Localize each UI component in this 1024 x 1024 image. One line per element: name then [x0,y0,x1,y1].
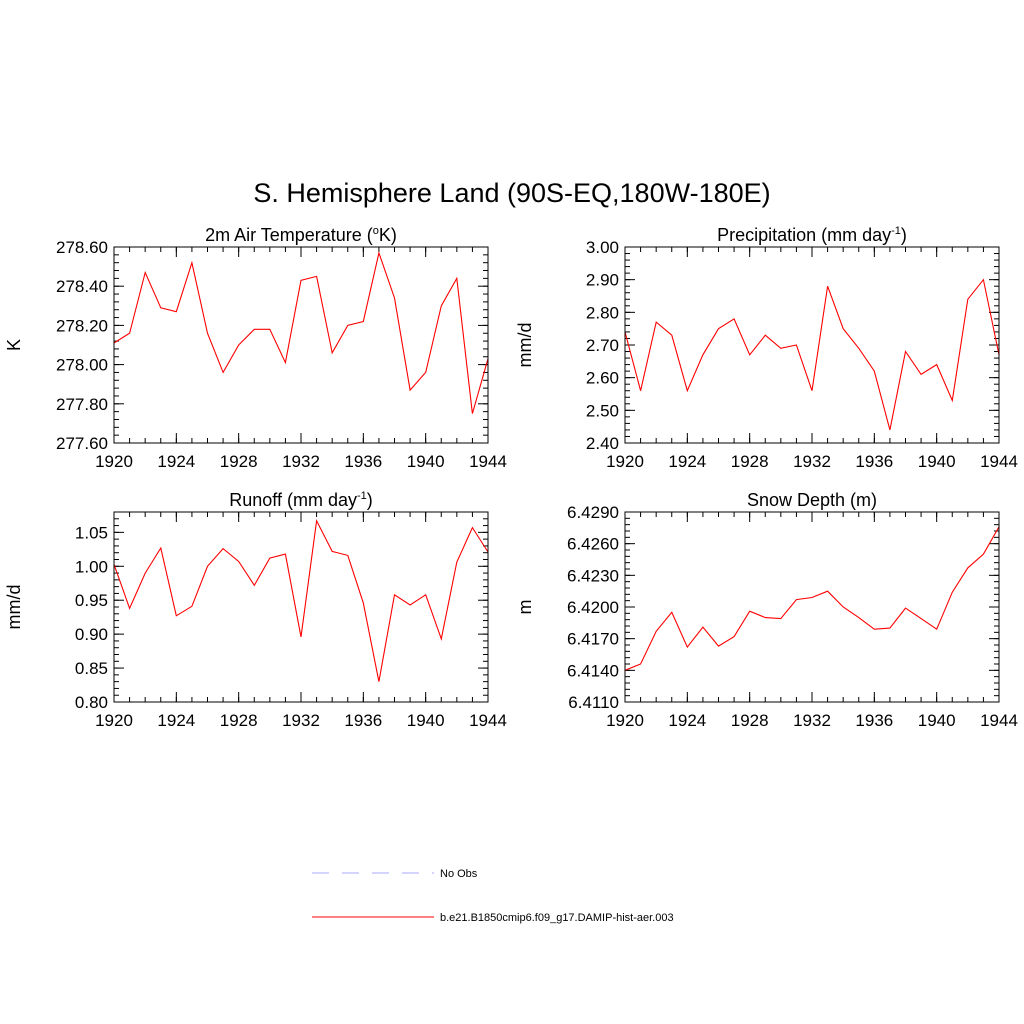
panel-3: Runoff (mm day-1) mm/d 1920 1924 1928 1932 193… [4,490,507,730]
y-tick-label: 2.90 [586,271,619,290]
y-axis-label: mm/d [515,323,535,368]
panel-title-after: ) [901,225,907,245]
x-tick-label: 1932 [282,711,320,730]
y-tick-label: 278.20 [56,316,108,335]
y-tick-label: 1.00 [75,557,108,576]
panel-title-text: 2m Air Temperature ( [205,225,373,245]
panel-4: Snow Depth (m) m 1920 1924 1928 1932 1936 1940 1… [515,490,1018,730]
legend-entry-1: No Obs [312,868,478,880]
x-tick-label: 1924 [157,711,195,730]
x-tick-label: 1920 [95,711,133,730]
panel-title-sup: -1 [357,490,367,502]
y-tick-label: 6.4200 [567,598,619,617]
x-tick-label: 1936 [344,452,382,471]
y-tick-label: 277.80 [56,395,108,414]
x-tick-label: 1928 [220,452,258,471]
panels-group: 2m Air Temperature (oK) K 1920 1924 1928 1932… [4,225,1018,730]
x-tick-label: 1924 [157,452,195,471]
y-tick-label: 6.4290 [567,503,619,522]
panel-title-text: Snow Depth (m) [747,490,877,510]
y-tick-label: 2.70 [586,336,619,355]
series-line [113,518,489,682]
x-tick-label: 1928 [731,452,769,471]
panel-title-text: Runoff (mm day [229,490,357,510]
y-tick-label: 0.95 [75,591,108,610]
x-tick-label: 1940 [407,711,445,730]
plot-frame [113,246,489,444]
panel-title-sup: o [373,225,379,237]
x-tick-label: 1940 [918,452,956,471]
panel-1: 2m Air Temperature (oK) K 1920 1924 1928 1932… [4,225,507,471]
y-tick-label: 3.00 [586,238,619,257]
panel-title-after: ) [367,490,373,510]
x-tick-label: 1944 [469,711,507,730]
x-tick-label: 1924 [668,711,706,730]
x-tick-label: 1928 [220,711,258,730]
y-axis-label: mm/d [4,585,24,630]
panel-2: Precipitation (mm day-1) mm/d 1920 1924 1928… [515,225,1018,471]
x-tick-label: 1944 [980,711,1018,730]
x-tick-label: 1936 [855,711,893,730]
legend-entry-2: b.e21.B1850cmip6.f09_g17.DAMIP-hist-aer.… [312,912,674,924]
plot-frame [624,246,1000,444]
panel-title: Precipitation (mm day-1) [717,225,907,245]
x-tick-label: 1920 [95,452,133,471]
x-tick-label: 1924 [668,452,706,471]
x-tick-label: 1936 [855,452,893,471]
y-tick-label: 6.4110 [568,693,619,712]
y-tick-label: 6.4140 [567,661,619,680]
x-tick-label: 1920 [606,452,644,471]
y-tick-label: 278.60 [56,238,108,257]
x-tick-label: 1932 [793,711,831,730]
x-tick-label: 1944 [469,452,507,471]
y-tick-label: 2.60 [586,369,619,388]
x-tick-label: 1928 [731,711,769,730]
y-tick-label: 0.85 [75,659,108,678]
y-tick-label: 6.4260 [567,535,619,554]
x-tick-label: 1940 [407,452,445,471]
panel-title: Runoff (mm day-1) [229,490,373,510]
x-tick-label: 1932 [793,452,831,471]
y-tick-label: 278.00 [56,356,108,375]
y-tick-label: 0.80 [75,693,108,712]
x-tick-label: 1932 [282,452,320,471]
x-tick-label: 1940 [918,711,956,730]
x-tick-label: 1936 [344,711,382,730]
series-line [624,278,1000,431]
x-tick-label: 1920 [606,711,644,730]
y-tick-label: 6.4230 [567,566,619,585]
figure-title: S. Hemisphere Land (90S-EQ,180W-180E) [253,178,770,208]
y-tick-label: 2.80 [586,303,619,322]
series-line [624,526,1000,671]
legend-label: No Obs [440,868,478,880]
y-tick-label: 6.4170 [567,630,619,649]
legend-label: b.e21.B1850cmip6.f09_g17.DAMIP-hist-aer.… [440,912,674,924]
panel-title-text: Precipitation (mm day [717,225,891,245]
y-tick-label: 1.05 [75,523,108,542]
panel-title: Snow Depth (m) [747,490,877,510]
x-tick-label: 1944 [980,452,1018,471]
panel-title-sup: -1 [891,225,901,237]
panel-title-after: K) [379,225,397,245]
series-line [113,250,489,414]
y-axis-label: m [515,600,535,615]
panel-title: 2m Air Temperature (oK) [205,225,397,245]
y-tick-label: 0.90 [75,625,108,644]
plot-frame [624,511,1000,703]
legend: No Obs b.e21.B1850cmip6.f09_g17.DAMIP-his… [312,868,674,924]
y-tick-label: 2.50 [586,401,619,420]
y-tick-label: 278.40 [56,277,108,296]
plot-frame [113,511,489,703]
y-axis-label: K [4,339,24,351]
y-tick-label: 277.60 [56,434,108,453]
y-tick-label: 2.40 [586,434,619,453]
